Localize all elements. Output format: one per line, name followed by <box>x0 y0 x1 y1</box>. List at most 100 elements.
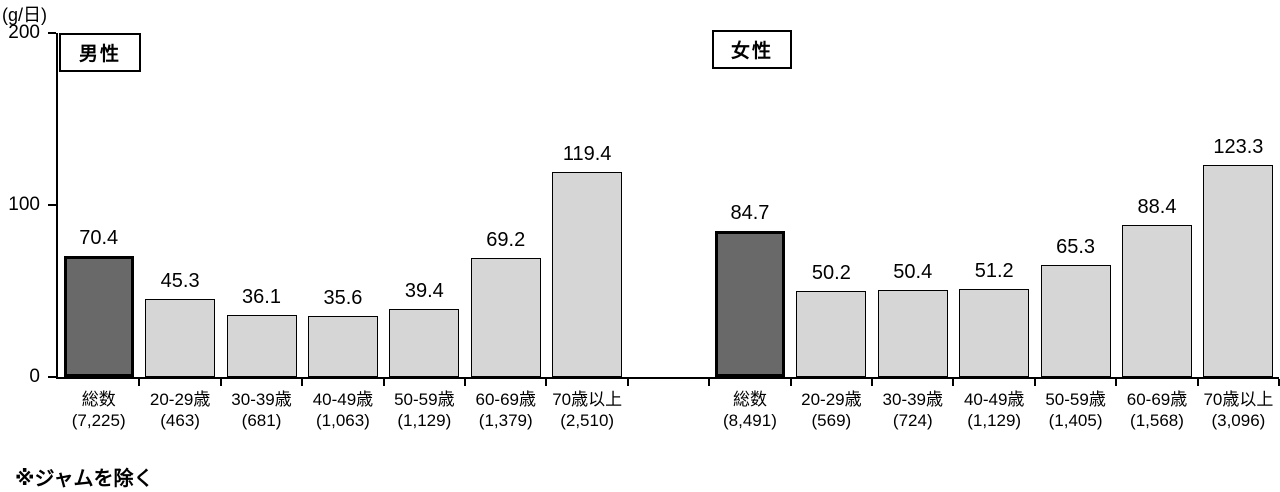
bar-male-5 <box>470 257 541 377</box>
bar-value-label: 84.7 <box>730 202 770 225</box>
category-count: (1,129) <box>967 411 1022 430</box>
group-label-box-male: 男性 <box>59 33 141 72</box>
category-count: (8,491) <box>723 411 777 430</box>
category-label: 40-49歳 (1,129) <box>941 389 1047 431</box>
category-name: 60-69歳 <box>475 390 536 409</box>
category-count: (2,510) <box>560 411 615 430</box>
y-axis-tick <box>48 32 56 34</box>
category-label: 40-49歳 (1,063) <box>290 389 396 431</box>
category-name: 50-59歳 <box>1045 390 1106 409</box>
bar-male-3 <box>307 315 378 377</box>
slot-female-2: 50.4 30-39歳 (724) <box>872 33 955 430</box>
category-label: 70歳以上 (2,510) <box>534 389 640 431</box>
category-name: 30-39歳 <box>882 390 944 409</box>
category-name: 30-39歳 <box>231 390 292 409</box>
bar-female-6 <box>1203 164 1274 377</box>
y-axis-unit-label: (g/日) <box>2 5 47 25</box>
slot-female-6: 123.3 70歳以上 (3,096) <box>1198 33 1280 430</box>
category-count: (1,405) <box>1048 411 1103 430</box>
x-axis-tick <box>219 379 222 386</box>
category-count: (1,063) <box>315 411 370 430</box>
category-count: (1,568) <box>1130 411 1184 430</box>
category-name: 総数 <box>732 390 767 409</box>
slot-female-5: 88.4 60-69歳 (1,568) <box>1116 33 1199 430</box>
group-label-box-female: 女性 <box>712 30 792 69</box>
bar-male-1 <box>145 299 216 377</box>
footnote: ※ジャムを除く <box>15 468 154 490</box>
bar-female-5 <box>1121 224 1192 377</box>
bar-female-3 <box>959 288 1030 377</box>
bar-value-label: 50.2 <box>811 261 851 284</box>
x-axis-tick <box>1033 379 1036 386</box>
category-label: 総数 (8,491) <box>697 389 803 431</box>
category-count: (1,129) <box>397 411 452 430</box>
category-name: 70歳以上 <box>1203 390 1274 409</box>
category-label: 20-29歳 (463) <box>127 389 233 431</box>
category-label: 30-39歳 (681) <box>209 389 315 431</box>
bar-value-label: 45.3 <box>160 270 200 293</box>
category-count: (7,225) <box>71 411 126 430</box>
bar-value-label: 50.4 <box>893 261 933 284</box>
y-axis-tick-label: 0 <box>29 366 40 387</box>
category-name: 70歳以上 <box>552 390 623 409</box>
category-count: (724) <box>892 411 933 430</box>
category-label: 30-39歳 (724) <box>860 389 966 431</box>
slot-female-0: 84.7 総数 (8,491) <box>709 33 792 430</box>
bar-value-label: 88.4 <box>1137 195 1177 218</box>
slot-male-3: 35.6 40-49歳 (1,063) <box>302 33 385 430</box>
bar-value-label: 35.6 <box>323 286 363 309</box>
category-count: (463) <box>160 411 200 430</box>
bar-value-label: 123.3 <box>1213 135 1264 158</box>
bar-value-label: 65.3 <box>1056 235 1096 258</box>
bar-female-1 <box>796 290 867 377</box>
x-axis-tick <box>1196 379 1199 386</box>
slot-female-1: 50.2 20-29歳 (569) <box>791 33 874 430</box>
category-name: 60-69歳 <box>1126 390 1188 409</box>
x-axis-tick <box>464 379 467 386</box>
bar-male-total <box>63 255 134 377</box>
category-label: 60-69歳 (1,379) <box>453 389 559 431</box>
x-axis-tick <box>871 379 874 386</box>
x-axis-tick <box>708 379 711 386</box>
category-name: 40-49歳 <box>312 390 374 409</box>
category-name: 20-29歳 <box>149 390 211 409</box>
x-axis-tick <box>382 379 385 386</box>
y-axis-tick-label: 100 <box>8 194 40 215</box>
bar-female-4 <box>1040 264 1111 377</box>
category-label: 60-69歳 (1,568) <box>1104 389 1210 431</box>
bar-value-label: 39.4 <box>404 280 444 303</box>
y-axis-tick <box>48 376 56 378</box>
x-axis-tick <box>138 379 141 386</box>
x-axis-tick <box>1278 379 1280 386</box>
x-axis-tick <box>301 379 304 386</box>
category-label: 50-59歳 (1,129) <box>371 389 477 431</box>
bar-value-label: 36.1 <box>242 285 281 308</box>
bar-value-label: 69.2 <box>486 228 526 251</box>
y-axis-tick <box>48 204 56 206</box>
category-count: (1,379) <box>478 411 533 430</box>
bar-male-2 <box>226 314 297 377</box>
bar-value-label: 70.4 <box>79 226 119 249</box>
slot-male-0: 70.4 総数 (7,225) <box>58 33 141 430</box>
category-name: 50-59歳 <box>394 390 455 409</box>
slot-male-2: 36.1 30-39歳 (681) <box>221 33 304 430</box>
group-label-male: 男性 <box>78 44 121 65</box>
category-count: (3,096) <box>1211 411 1266 430</box>
slot-female-3: 51.2 40-49歳 (1,129) <box>953 33 1036 430</box>
slot-male-5: 69.2 60-69歳 (1,379) <box>465 33 548 430</box>
bar-female-2 <box>877 290 948 377</box>
category-name: 40-49歳 <box>963 390 1025 409</box>
slot-male-4: 39.4 50-59歳 (1,129) <box>384 33 467 430</box>
bar-female-total <box>714 231 785 377</box>
y-axis-tick-label: 200 <box>8 22 40 43</box>
x-axis-tick <box>1115 379 1118 386</box>
bar-value-label: 119.4 <box>562 142 612 165</box>
bar-value-label: 51.2 <box>974 259 1014 282</box>
bar-slots: 70.4 総数 (7,225) 45.3 20-29歳 (463) 36.1 30-39歳 (6… <box>58 33 1280 430</box>
group-label-female: 女性 <box>730 41 773 62</box>
category-name: 総数 <box>81 390 116 409</box>
category-count: (681) <box>241 411 282 430</box>
slot-male-1: 45.3 20-29歳 (463) <box>139 33 222 430</box>
slot-spacer <box>628 33 711 386</box>
